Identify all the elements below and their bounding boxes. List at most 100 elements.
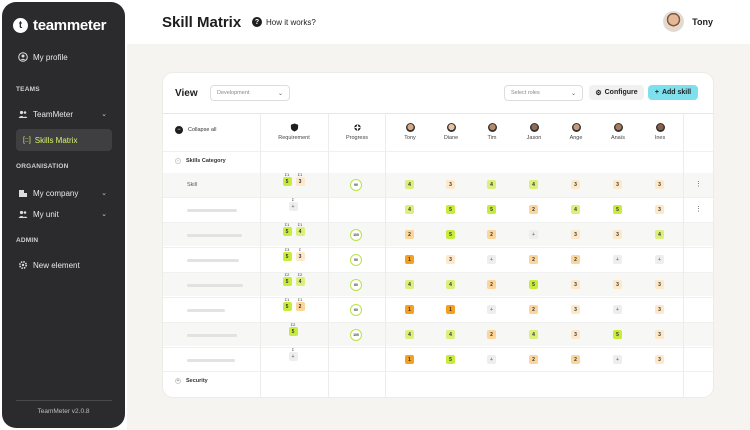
- skill-level-cell[interactable]: 4: [446, 330, 455, 339]
- configure-button[interactable]: ⚙ Configure: [589, 85, 644, 100]
- skill-level-cell[interactable]: 1: [405, 255, 414, 264]
- skill-level-cell[interactable]: 2: [529, 205, 538, 214]
- skill-level-cell[interactable]: 2: [529, 355, 538, 364]
- skill-level-cell[interactable]: 2: [487, 230, 496, 239]
- skill-level-cell[interactable]: 5: [613, 205, 622, 214]
- chevron-down-icon[interactable]: ⌄: [101, 111, 107, 118]
- skill-level-cell[interactable]: 5: [446, 230, 455, 239]
- skill-level-cell[interactable]: 4: [529, 180, 538, 189]
- skill-level-cell[interactable]: 3: [655, 355, 664, 364]
- skill-level-cell[interactable]: 4: [405, 330, 414, 339]
- requirement-cell[interactable]: Σ1 5 Σ1 2: [282, 297, 305, 311]
- requirement-cell[interactable]: Σ1 5 Σ1 3: [282, 172, 305, 186]
- requirement-cell[interactable]: Σ2 5: [288, 322, 298, 336]
- skill-level-cell[interactable]: 3: [571, 330, 580, 339]
- add-skill-button[interactable]: + Add skill: [648, 85, 698, 100]
- skill-level-cell[interactable]: 4: [446, 280, 455, 289]
- skill-level-cell[interactable]: 4: [487, 180, 496, 189]
- avatar: [571, 123, 581, 132]
- requirement-cell[interactable]: Σ2 5 Σ2 4: [282, 272, 305, 286]
- person-column-header[interactable]: Ines: [640, 123, 680, 141]
- skill-level-cell[interactable]: 4: [405, 180, 414, 189]
- skill-level: 3: [613, 280, 622, 289]
- chevron-down-icon[interactable]: ⌄: [101, 211, 107, 218]
- more-options-icon[interactable]: ⋮: [695, 181, 702, 188]
- logo[interactable]: t teammeter: [13, 17, 106, 34]
- roles-select[interactable]: Select roles ⌄: [504, 85, 583, 101]
- skill-level-cell[interactable]: 2: [529, 305, 538, 314]
- skill-level-cell[interactable]: 4: [405, 205, 414, 214]
- skill-level: 4: [446, 280, 455, 289]
- skill-level-cell[interactable]: 3: [446, 255, 455, 264]
- sidebar-item-profile[interactable]: My profile: [18, 52, 68, 62]
- person-column-header[interactable]: Diane: [431, 123, 471, 141]
- chevron-down-icon[interactable]: ⌄: [101, 190, 107, 197]
- sidebar-item-skills-matrix[interactable]: [::] Skills Matrix: [16, 129, 112, 151]
- collapse-all-toggle[interactable]: − Collapse all: [175, 126, 216, 134]
- sidebar-item-teammeter[interactable]: TeamMeter: [18, 109, 73, 119]
- skill-level-cell[interactable]: 5: [613, 330, 622, 339]
- how-it-works-label: How it works?: [266, 17, 316, 27]
- more-options-icon[interactable]: ⋮: [695, 206, 702, 213]
- sidebar-item-my-unit[interactable]: My unit: [18, 209, 59, 219]
- skill-level-cell[interactable]: 3: [613, 280, 622, 289]
- skill-level-cell[interactable]: 5: [487, 205, 496, 214]
- user-menu[interactable]: Tony: [663, 11, 713, 32]
- skill-level-cell[interactable]: 3: [655, 180, 664, 189]
- target-icon: [353, 123, 361, 132]
- category-security[interactable]: + Security: [175, 378, 208, 384]
- person-column-header[interactable]: Anaïs: [598, 123, 638, 141]
- skill-level-cell[interactable]: 1: [446, 305, 455, 314]
- requirement-cell[interactable]: Σ +: [288, 347, 298, 361]
- skill-level-cell[interactable]: 4: [571, 205, 580, 214]
- requirement-cell[interactable]: Σ1 5 Σ1 4: [282, 222, 305, 236]
- skill-level-cell[interactable]: 3: [571, 280, 580, 289]
- sidebar-item-my-company[interactable]: My company: [18, 188, 78, 198]
- skill-level-cell[interactable]: 3: [655, 330, 664, 339]
- category-skills[interactable]: - Skills Category: [175, 158, 226, 164]
- person-column-header[interactable]: Jason: [514, 123, 554, 141]
- skill-level-cell[interactable]: 2: [571, 255, 580, 264]
- person-column-header[interactable]: Tim: [472, 123, 512, 141]
- skill-level-cell[interactable]: 4: [405, 280, 414, 289]
- skill-level-cell[interactable]: 2: [487, 280, 496, 289]
- skill-level-cell[interactable]: 5: [446, 205, 455, 214]
- skill-level-cell[interactable]: 1: [405, 355, 414, 364]
- skill-level-cell[interactable]: +: [655, 255, 664, 264]
- skill-level-cell[interactable]: 3: [655, 305, 664, 314]
- skill-level-cell[interactable]: 3: [655, 280, 664, 289]
- skill-level-cell[interactable]: 5: [529, 280, 538, 289]
- view-select[interactable]: Development ⌄: [210, 85, 290, 101]
- skill-level-cell[interactable]: 3: [655, 205, 664, 214]
- skill-level-cell[interactable]: 3: [571, 305, 580, 314]
- skill-level-cell[interactable]: +: [613, 305, 622, 314]
- skill-level-cell[interactable]: +: [529, 230, 538, 239]
- skill-level-cell[interactable]: 2: [487, 330, 496, 339]
- requirement-cell[interactable]: Σ3 5 Σ 3: [282, 247, 305, 261]
- skill-level-cell[interactable]: 3: [571, 180, 580, 189]
- progress-ring: 100: [350, 329, 362, 341]
- person-column-header[interactable]: Tony: [390, 123, 430, 141]
- skill-level-cell[interactable]: 2: [529, 255, 538, 264]
- skill-level-cell[interactable]: +: [487, 305, 496, 314]
- skill-level-cell[interactable]: 2: [405, 230, 414, 239]
- requirement-cell[interactable]: Σ +: [288, 197, 298, 211]
- skill-level-cell[interactable]: 5: [446, 355, 455, 364]
- skill-level-cell[interactable]: +: [487, 355, 496, 364]
- skill-level-cell[interactable]: 3: [613, 180, 622, 189]
- skill-level-cell[interactable]: 4: [655, 230, 664, 239]
- skill-level-cell[interactable]: 4: [529, 330, 538, 339]
- sidebar-item-new-element[interactable]: New element: [18, 260, 80, 270]
- skill-level-cell[interactable]: 1: [405, 305, 414, 314]
- skill-level-cell[interactable]: +: [613, 255, 622, 264]
- skill-level-cell[interactable]: +: [613, 355, 622, 364]
- divider: [163, 347, 713, 348]
- skill-level-cell[interactable]: +: [487, 255, 496, 264]
- person-column-header[interactable]: Ange: [556, 123, 596, 141]
- skill-level-cell[interactable]: 3: [571, 230, 580, 239]
- how-it-works-link[interactable]: ? How it works?: [252, 17, 316, 27]
- skill-level-cell[interactable]: 3: [446, 180, 455, 189]
- skill-level-cell[interactable]: 2: [571, 355, 580, 364]
- skill-level-cell[interactable]: 3: [613, 230, 622, 239]
- skill-name[interactable]: Skill: [187, 182, 198, 188]
